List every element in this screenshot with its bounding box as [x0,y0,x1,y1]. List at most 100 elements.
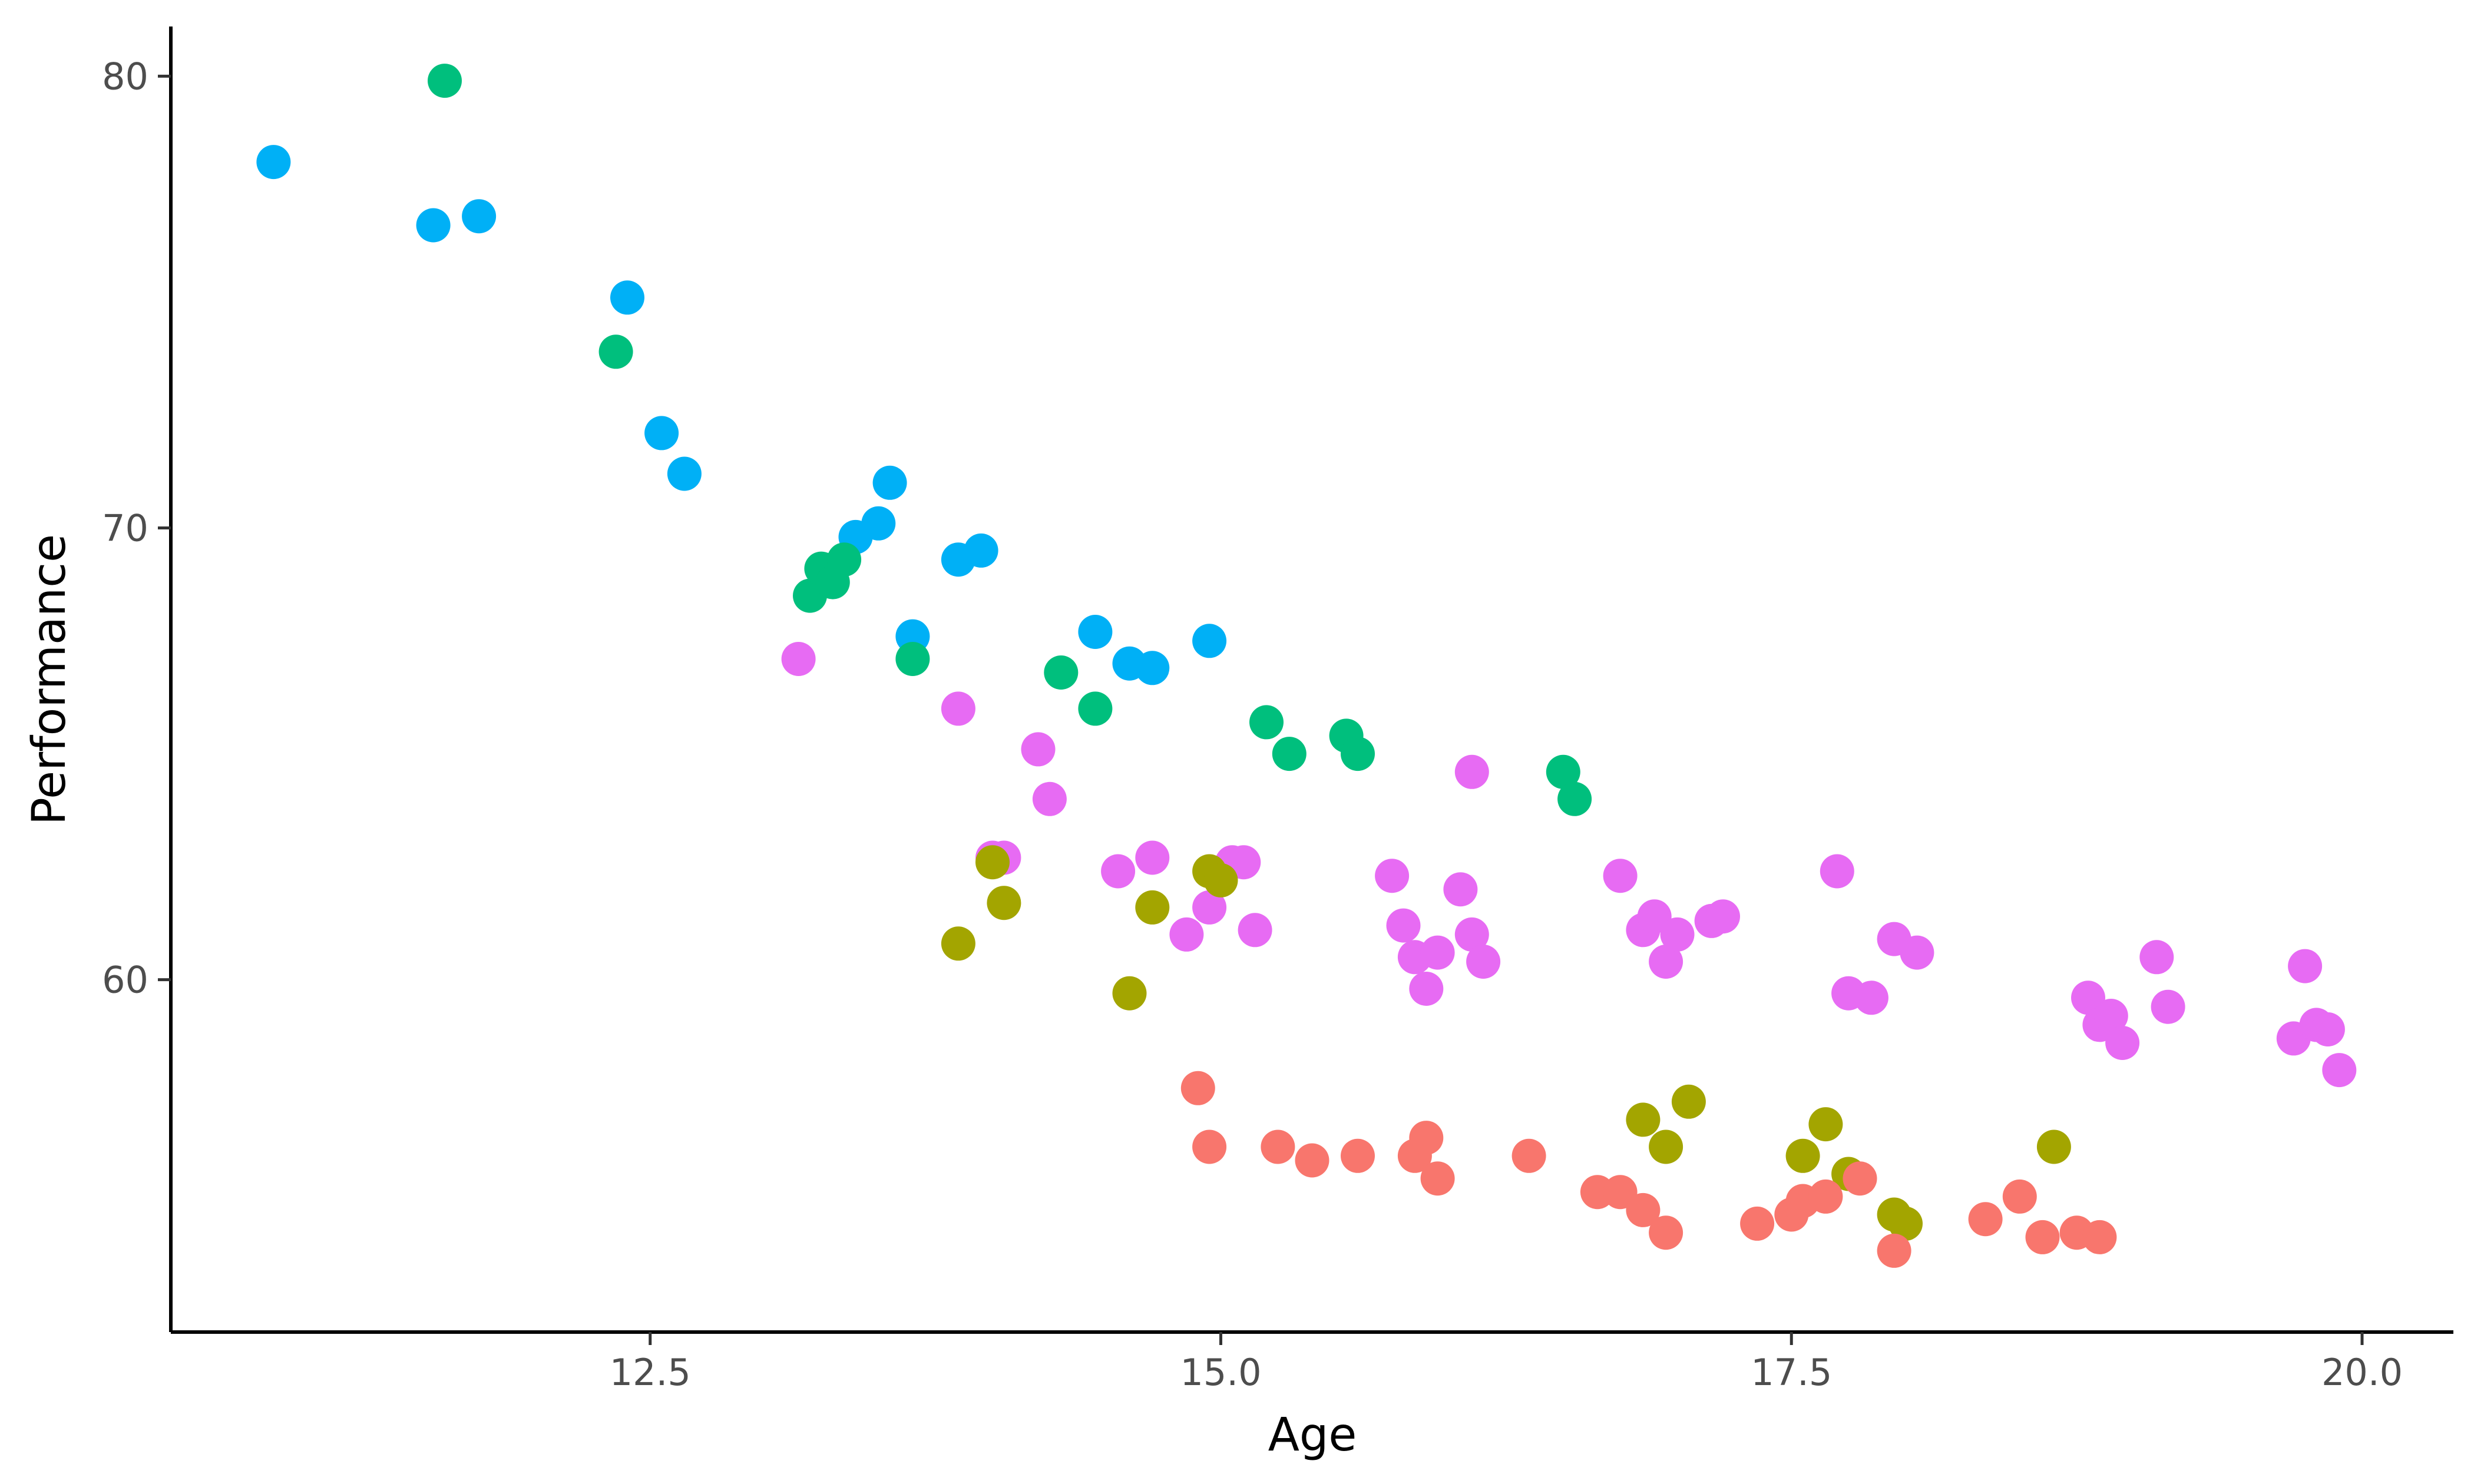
data-point [872,465,907,500]
data-point [2002,1179,2037,1214]
data-point [987,886,1021,920]
data-point [1843,1161,1877,1196]
data-point [1272,737,1307,771]
data-point [975,845,1010,880]
data-point [1454,754,1489,789]
ticks-layer: 12.5 15.0 17.5 20.0 60 70 80 [102,55,2403,1394]
x-axis-title: Age [1268,1409,1357,1462]
data-point [1238,913,1272,948]
data-point [1112,976,1147,1011]
data-point [964,533,998,568]
x-tick-label: 17.5 [1751,1351,1832,1394]
points-layer [256,64,2357,1268]
data-point [781,642,816,676]
data-point [256,145,291,180]
series-group-4 [1180,1071,2117,1268]
x-tick-label: 12.5 [610,1351,691,1394]
data-point [1785,1138,1820,1173]
data-point [827,542,862,577]
data-point [1420,935,1455,970]
data-point [2151,989,2185,1024]
data-point [2288,949,2323,983]
data-point [1101,854,1136,889]
data-point [861,506,896,541]
data-point [1454,917,1489,952]
series-group-3 [941,845,2071,1241]
y-tick-label: 60 [102,959,148,1002]
data-point [895,642,930,676]
data-point [428,64,462,98]
data-point [1808,1107,1843,1142]
data-point [1261,1129,1295,1164]
data-point [1706,899,1740,934]
series-group-0 [256,145,1227,685]
data-point [462,199,497,234]
y-tick-label: 70 [102,507,148,550]
data-point [2093,999,2128,1033]
data-point [1044,655,1079,690]
data-point [941,926,975,961]
data-point [1511,1138,1546,1173]
data-point [1603,1175,1638,1210]
data-point [1854,980,1888,1015]
data-point [1649,945,1683,979]
data-point [1135,840,1170,875]
data-point [1820,854,1854,889]
data-point [1295,1143,1329,1178]
series-group-2 [781,642,2357,1088]
data-point [2025,1220,2060,1254]
data-point [2310,1012,2345,1046]
data-point [598,334,633,369]
data-point [1649,1129,1683,1164]
data-point [1192,890,1227,925]
data-point [1375,859,1410,893]
x-tick-label: 20.0 [2321,1351,2403,1394]
data-point [1192,1129,1227,1164]
data-point [1557,781,1592,816]
data-point [1192,624,1227,658]
axes-layer [169,26,2453,1334]
data-point [1078,691,1113,726]
y-axis-title: Performance [23,534,76,825]
data-point [667,456,702,491]
data-point [1900,935,1934,970]
data-point [1341,737,1375,771]
data-point [1409,1121,1444,1155]
data-point [1808,1179,1843,1214]
data-point [1021,732,1056,767]
data-point [1671,1084,1706,1119]
data-point [1603,859,1638,893]
data-point [1443,872,1478,907]
data-point [2322,1053,2357,1088]
data-point [1386,908,1421,943]
data-point [1420,1161,1455,1196]
data-point [1032,781,1067,816]
data-point [1877,1233,1911,1268]
data-point [1626,1192,1661,1227]
data-point [1637,899,1672,934]
data-point [1466,945,1501,979]
series-group-1 [428,64,1592,816]
data-point [416,208,451,243]
data-point [1226,845,1261,880]
data-point [610,280,644,315]
x-tick-label: 15.0 [1180,1351,1261,1394]
data-point [2082,1220,2117,1254]
data-point [1180,1071,1215,1105]
data-point [1546,754,1580,789]
data-point [2036,1129,2071,1164]
data-point [1135,890,1170,925]
data-point [1409,972,1444,1006]
y-tick-label: 80 [102,55,148,98]
data-point [941,691,975,726]
data-point [1135,651,1170,685]
data-point [1169,917,1204,952]
data-point [1888,1206,1923,1241]
data-point [1968,1202,2003,1237]
data-point [2105,1026,2140,1060]
data-point [644,416,679,450]
data-point [1078,615,1113,649]
data-point [2139,940,2174,975]
